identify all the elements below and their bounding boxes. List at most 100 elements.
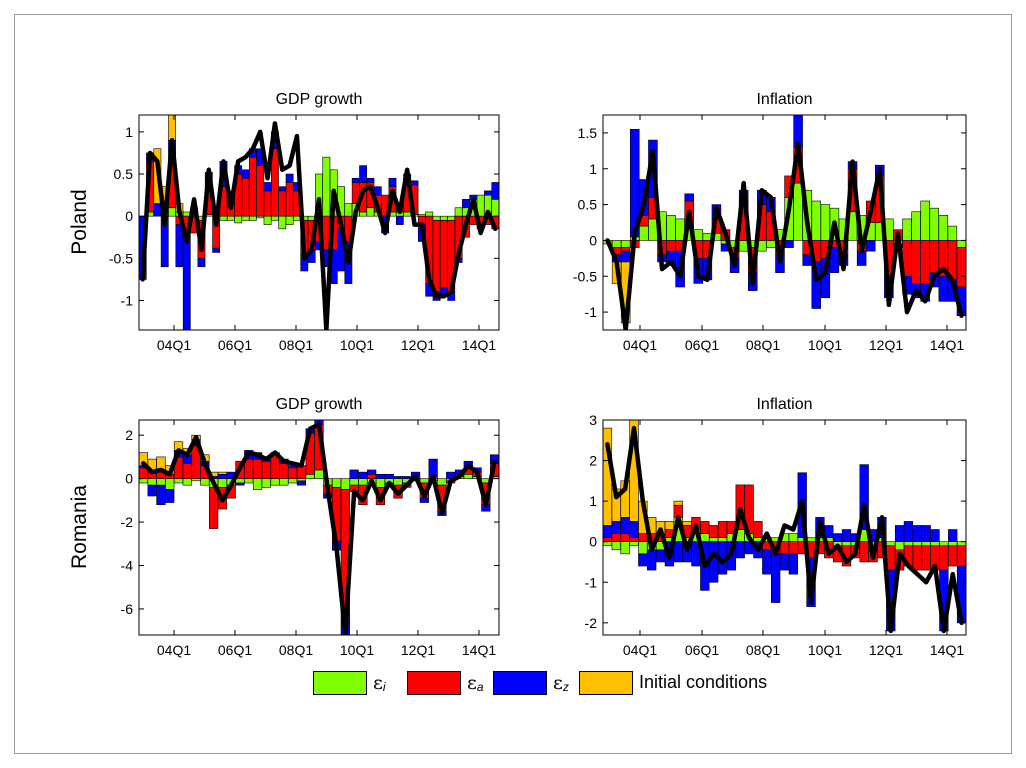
bar-eps_i (437, 478, 447, 486)
bar-eps_i (349, 478, 359, 486)
bar-eps_i (929, 207, 939, 241)
bar-eps_i (234, 215, 243, 224)
y-tick-label: -4 (121, 558, 134, 574)
bar-eps_i (947, 225, 958, 241)
x-tick-label: 12Q1 (869, 642, 903, 658)
bar-eps_z (762, 549, 772, 575)
bar-eps_i (841, 541, 852, 547)
bar-eps_i (296, 478, 307, 482)
bar-eps_i (288, 478, 298, 484)
legend-swatch-eps-z (493, 671, 547, 695)
y-tick-label: 1 (125, 124, 133, 140)
plot-area (139, 420, 499, 635)
x-tick-label: 12Q1 (401, 642, 435, 658)
bar-eps_i (939, 541, 949, 547)
bar-eps_z (153, 203, 162, 217)
bar-eps_z (263, 182, 272, 192)
bar-initial (217, 471, 228, 475)
bar-eps_z (147, 484, 157, 497)
bar-eps_i (248, 215, 257, 221)
bar-eps_a (779, 541, 790, 555)
bar-eps_i (638, 541, 648, 555)
bar-eps_z (894, 525, 905, 542)
bar-eps_a (956, 247, 966, 288)
bar-eps_i (948, 541, 958, 547)
bar-eps_z (395, 215, 404, 225)
bar-eps_a (285, 182, 294, 217)
bar-eps_z (462, 199, 470, 209)
bar-eps_a (929, 240, 939, 273)
bar-eps_z (388, 177, 397, 187)
plot-area (139, 115, 499, 330)
bar-eps_a (611, 533, 621, 542)
bar-initial (682, 521, 692, 526)
bar-eps_z (841, 529, 852, 543)
x-tick-label: 04Q1 (623, 642, 657, 658)
y-tick-label: 0 (589, 232, 597, 248)
bar-eps_a (263, 190, 272, 217)
bar-eps_i (603, 541, 613, 547)
bar-eps_i (285, 215, 294, 225)
bar-eps_i (393, 478, 403, 486)
bar-eps_z (367, 469, 377, 475)
bar-eps_i (200, 478, 210, 486)
bar-eps_z (491, 182, 499, 200)
bar-eps_i (252, 478, 263, 490)
bar-initial (664, 521, 675, 530)
bar-eps_a (956, 545, 966, 567)
bar-eps_z (278, 186, 287, 192)
bar-eps_a (278, 190, 287, 217)
bar-eps_a (252, 458, 263, 479)
bar-eps_i (165, 478, 175, 490)
bar-eps_a (367, 473, 377, 479)
bar-eps_z (647, 549, 657, 571)
y-tick-label: -1 (585, 574, 598, 590)
bar-eps_i (168, 207, 176, 217)
figure-frame (14, 14, 1012, 754)
x-tick-label: 14Q1 (462, 337, 496, 353)
bar-eps_i (806, 537, 816, 543)
bar-eps_i (491, 199, 499, 217)
bar-eps_i (886, 541, 896, 547)
bar-eps_i (244, 478, 254, 484)
row-label: Poland (68, 189, 91, 254)
bar-eps_z (784, 240, 794, 248)
bar-eps_z (366, 177, 375, 183)
bar-eps_i (340, 478, 350, 490)
axes-box (602, 114, 967, 331)
bar-eps_i (894, 541, 905, 551)
bar-eps_z (735, 541, 745, 559)
chart-title: Inflation (756, 91, 812, 108)
bar-eps_i (173, 478, 184, 484)
bar-eps_z (165, 489, 175, 503)
bar-eps_z (859, 464, 869, 530)
bar-eps_i (629, 541, 639, 547)
bar-eps_z (673, 541, 683, 563)
bar-eps_a (603, 537, 613, 543)
bar-eps_i (279, 478, 289, 486)
bar-eps_i (666, 215, 676, 241)
chart-title: Inflation (756, 396, 812, 413)
bar-eps_z (832, 533, 843, 542)
x-tick-label: 08Q1 (279, 642, 313, 658)
bar-eps_a (439, 220, 448, 289)
bar-eps_a (620, 533, 630, 542)
bar-eps_z (156, 484, 166, 505)
bar-eps_i (226, 215, 235, 221)
y-tick-label: -1 (585, 304, 598, 320)
bar-eps_a (638, 533, 648, 542)
legend-label-eps-z: εz (553, 672, 569, 694)
bar-eps_i (912, 541, 922, 547)
y-tick-label: 0 (589, 534, 597, 550)
chart-title: GDP growth (276, 91, 363, 108)
bar-eps_z (865, 240, 876, 252)
bar-eps_a (241, 177, 250, 217)
bar-eps_i (911, 211, 921, 241)
bar-eps_i (454, 207, 463, 217)
bar-eps_i (278, 215, 287, 230)
bar-eps_z (620, 250, 631, 263)
bar-eps_i (938, 215, 949, 241)
bar-eps_i (463, 473, 473, 479)
bar-eps_i (620, 541, 630, 555)
